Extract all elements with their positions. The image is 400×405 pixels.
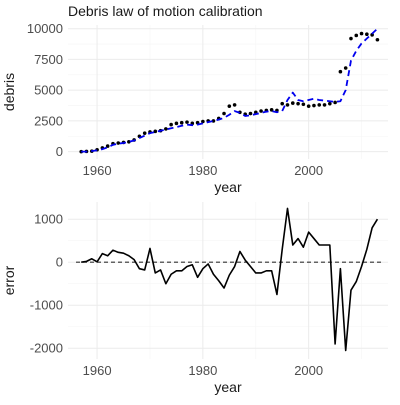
model-fit-line — [81, 28, 379, 153]
data-point — [338, 69, 343, 74]
y-tick-label: 2500 — [34, 113, 63, 128]
x-tick-label: 1980 — [188, 163, 217, 178]
data-point — [306, 104, 311, 108]
data-point — [359, 31, 364, 36]
x-tick-label: 2000 — [294, 163, 323, 178]
data-point — [105, 144, 110, 148]
y-tick-label: 1000 — [34, 212, 63, 227]
data-point — [317, 103, 322, 107]
data-point — [322, 103, 327, 107]
x-axis-title: year — [214, 379, 242, 395]
data-point — [142, 131, 147, 135]
data-point — [222, 111, 226, 116]
y-tick-label: 0 — [56, 255, 63, 270]
data-point — [116, 141, 121, 145]
data-point — [174, 121, 179, 126]
x-axis-title: year — [214, 179, 242, 195]
data-point — [248, 111, 253, 116]
data-point — [285, 103, 290, 107]
data-point — [296, 101, 300, 106]
y-tick-label: 7500 — [34, 52, 63, 67]
y-axis-title: debris — [1, 73, 17, 111]
y-tick-label: 0 — [56, 144, 63, 159]
x-tick-label: 1960 — [83, 163, 112, 178]
data-point — [179, 120, 184, 125]
data-point — [328, 101, 332, 106]
y-tick-label: -1000 — [30, 298, 63, 313]
data-point — [153, 129, 158, 134]
data-point — [269, 108, 274, 112]
data-point — [169, 122, 173, 127]
data-point — [290, 101, 295, 105]
data-point — [375, 37, 380, 42]
error-line — [81, 207, 379, 352]
data-point — [232, 103, 237, 107]
data-point — [343, 66, 348, 70]
data-point — [354, 33, 359, 38]
debris-panel: 1960 1980 2000 0 2500 5000 7500 10000 year debris… — [1, 3, 388, 195]
y-tick-label: 5000 — [34, 83, 63, 98]
data-point — [333, 100, 337, 105]
error-panel: 1960 1980 2000 -2000 -1000 0 1000 year error — [1, 202, 388, 395]
data-point — [301, 102, 306, 107]
x-tick-label: 1980 — [188, 363, 217, 378]
data-point — [227, 104, 232, 108]
chart-title: Debris law of motion calibration — [68, 3, 263, 19]
data-point — [349, 36, 353, 41]
data-point — [280, 101, 285, 106]
y-tick-label: 10000 — [27, 21, 63, 36]
x-tick-label: 2000 — [294, 363, 323, 378]
data-point — [201, 119, 205, 124]
x-tick-label: 1960 — [83, 363, 112, 378]
y-tick-label: -2000 — [30, 341, 63, 356]
data-point — [365, 32, 369, 37]
y-axis-title: error — [1, 265, 17, 295]
data-point — [259, 109, 263, 113]
data-point — [164, 127, 168, 131]
data-point — [185, 120, 189, 124]
data-point — [312, 103, 316, 108]
